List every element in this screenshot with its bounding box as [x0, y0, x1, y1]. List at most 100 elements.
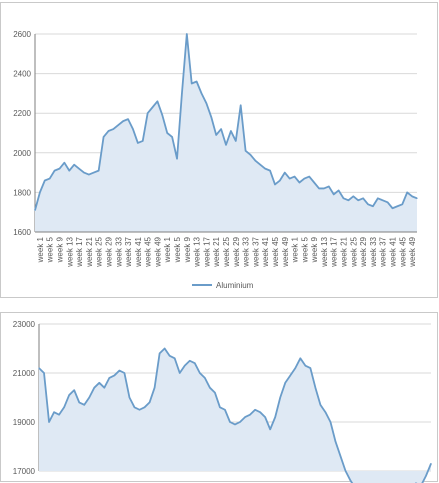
data-point: [350, 480, 351, 481]
data-point: [225, 144, 226, 145]
data-point: [164, 348, 165, 349]
data-point: [48, 421, 49, 422]
data-point: [162, 115, 163, 116]
y-tick-label: 2000: [13, 149, 31, 158]
x-tick-label: week 33: [114, 236, 123, 267]
data-point: [249, 414, 250, 415]
data-point: [147, 113, 148, 114]
data-point: [93, 172, 94, 173]
data-point: [191, 83, 192, 84]
data-point: [78, 168, 79, 169]
data-point: [260, 412, 261, 413]
x-tick-label: week 49: [153, 236, 162, 267]
data-point: [229, 421, 230, 422]
data-point: [250, 154, 251, 155]
data-point: [49, 178, 50, 179]
data-point: [314, 182, 315, 183]
data-point: [340, 456, 341, 457]
data-point: [129, 397, 130, 398]
data-point: [119, 370, 120, 371]
data-point: [204, 377, 205, 378]
data-point: [299, 182, 300, 183]
x-tick-label: week 21: [85, 236, 94, 267]
data-point: [382, 200, 383, 201]
x-tick-label: week 1: [163, 236, 172, 263]
data-point: [118, 124, 119, 125]
data-point: [216, 134, 217, 135]
data-point: [397, 206, 398, 207]
data-point: [53, 412, 54, 413]
data-point: [304, 178, 305, 179]
data-point: [149, 402, 150, 403]
x-tick-label: week 49: [281, 236, 290, 267]
data-point: [255, 160, 256, 161]
y-tick-label: 23000: [13, 320, 36, 329]
data-point: [144, 407, 145, 408]
data-point: [285, 382, 286, 383]
x-tick-label: week 13: [65, 236, 74, 267]
data-point: [64, 162, 65, 163]
data-point: [275, 417, 276, 418]
data-point: [152, 107, 153, 108]
y-tick-label: 2600: [13, 30, 31, 39]
x-tick-label: week 1: [36, 236, 45, 263]
data-point: [270, 429, 271, 430]
data-point: [221, 128, 222, 129]
data-point: [279, 180, 280, 181]
data-point: [430, 463, 431, 464]
data-point: [310, 368, 311, 369]
data-point: [328, 186, 329, 187]
data-point: [353, 196, 354, 197]
data-point: [305, 365, 306, 366]
data-point: [69, 394, 70, 395]
data-point: [358, 200, 359, 201]
x-tick-label: week 1: [291, 236, 300, 263]
data-point: [239, 421, 240, 422]
data-point: [132, 128, 133, 129]
x-tick-label: week 49: [408, 236, 417, 267]
y-tick-label: 1800: [13, 188, 31, 197]
data-point: [84, 404, 85, 405]
data-point: [39, 192, 40, 193]
data-point: [59, 414, 60, 415]
data-point: [34, 210, 35, 211]
data-point: [245, 150, 246, 151]
data-point: [127, 119, 128, 120]
data-point: [89, 397, 90, 398]
data-point: [343, 198, 344, 199]
x-tick-label: week 41: [261, 236, 270, 267]
data-point: [176, 158, 177, 159]
x-tick-label: week 33: [242, 236, 251, 267]
data-point: [104, 387, 105, 388]
data-point: [325, 412, 326, 413]
x-tick-label: week 25: [95, 236, 104, 267]
data-point: [255, 409, 256, 410]
data-point: [323, 188, 324, 189]
data-point: [260, 164, 261, 165]
data-point: [44, 180, 45, 181]
x-tick-label: week 21: [340, 236, 349, 267]
data-point: [290, 375, 291, 376]
data-point: [377, 198, 378, 199]
data-point: [139, 409, 140, 410]
x-tick-label: week 5: [173, 236, 182, 263]
data-point: [235, 140, 236, 141]
data-point: [224, 409, 225, 410]
data-point: [407, 192, 408, 193]
data-point: [234, 424, 235, 425]
data-point: [174, 358, 175, 359]
data-point: [179, 372, 180, 373]
y-tick-label: 1600: [13, 228, 31, 237]
data-point: [181, 93, 182, 94]
x-tick-label: week 21: [212, 236, 221, 267]
x-tick-label: week 25: [222, 236, 231, 267]
y-tick-label: 21000: [13, 369, 36, 378]
data-point: [333, 194, 334, 195]
data-point: [214, 392, 215, 393]
data-point: [335, 441, 336, 442]
x-tick-label: week 5: [46, 236, 55, 263]
data-point: [74, 390, 75, 391]
data-point: [402, 204, 403, 205]
data-point: [159, 353, 160, 354]
